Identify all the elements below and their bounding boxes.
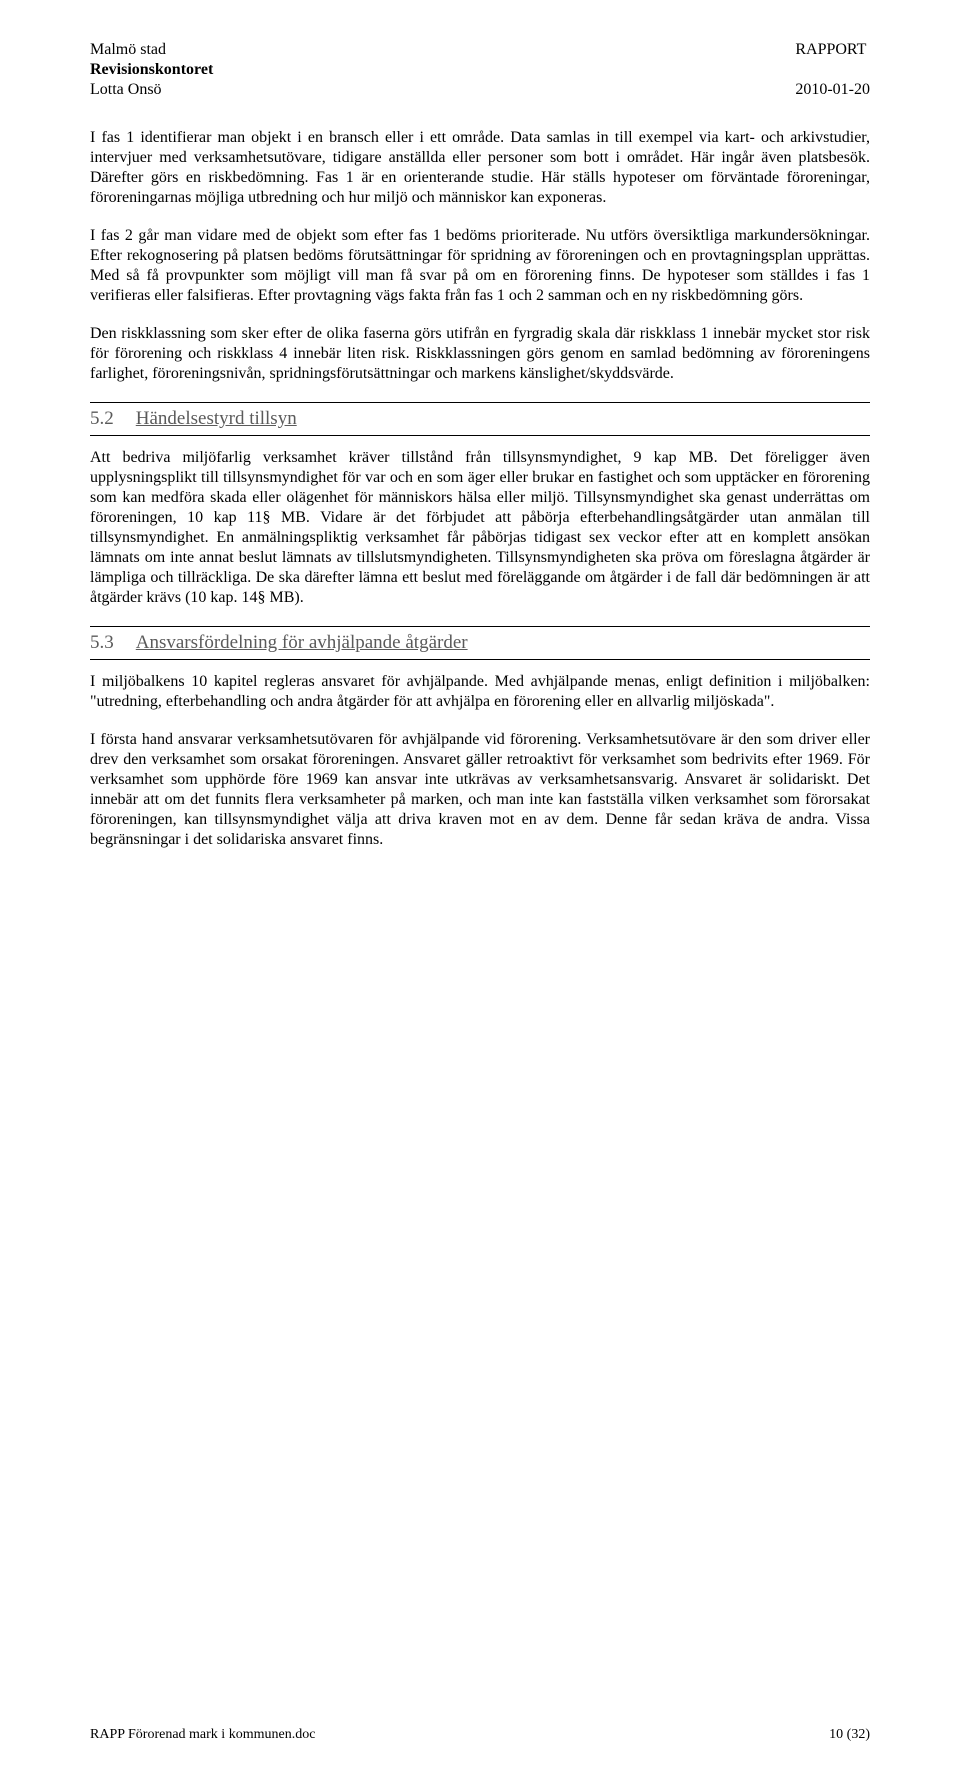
header-dept: Revisionskontoret [90, 60, 213, 80]
header-left: Malmö stad Revisionskontoret Lotta Onsö [90, 40, 213, 100]
section-heading-5-2: 5.2 Händelsestyrd tillsyn [90, 402, 870, 436]
paragraph-2: I fas 2 går man vidare med de objekt som… [90, 226, 870, 306]
header-date: 2010-01-20 [795, 80, 870, 100]
section-number: 5.2 [90, 408, 114, 429]
section-heading-5-3: 5.3 Ansvarsfördelning för avhjälpande åtg… [90, 626, 870, 660]
footer-filename: RAPP Förorenad mark i kommunen.doc [90, 1726, 315, 1744]
page-footer: RAPP Förorenad mark i kommunen.doc 10 (3… [90, 1726, 870, 1744]
header-doctype: RAPPORT [795, 40, 870, 60]
paragraph-6: I första hand ansvarar verksamhetsutövar… [90, 730, 870, 850]
paragraph-1: I fas 1 identifierar man objekt i en bra… [90, 128, 870, 208]
page-header: Malmö stad Revisionskontoret Lotta Onsö … [90, 40, 870, 100]
section-title: Händelsestyrd tillsyn [136, 408, 297, 429]
header-org: Malmö stad [90, 40, 213, 60]
section-title: Ansvarsfördelning för avhjälpande åtgärd… [136, 632, 468, 653]
footer-page: 10 (32) [829, 1726, 870, 1744]
paragraph-4: Att bedriva miljöfarlig verksamhet kräve… [90, 448, 870, 608]
paragraph-5: I miljöbalkens 10 kapitel regleras ansva… [90, 672, 870, 712]
section-number: 5.3 [90, 632, 114, 653]
header-right: RAPPORT 2010-01-20 [795, 40, 870, 100]
paragraph-3: Den riskklassning som sker efter de olik… [90, 324, 870, 384]
header-author: Lotta Onsö [90, 80, 213, 100]
